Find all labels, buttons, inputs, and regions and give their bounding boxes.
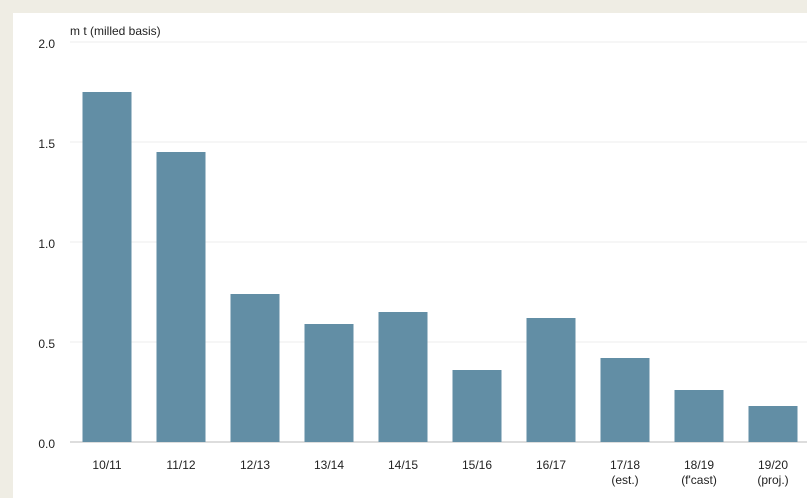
- x-tick-label: 17/18 (est.): [609, 458, 641, 487]
- y-tick-label: 0.0: [38, 437, 55, 451]
- bar: [748, 406, 798, 442]
- bar: [600, 358, 650, 442]
- bar: [304, 324, 354, 442]
- bar: [526, 318, 576, 442]
- y-tick-label: 1.5: [38, 137, 55, 151]
- x-tick-label: 14/15: [387, 458, 419, 472]
- x-tick-label: 18/19 (f'cast): [681, 458, 717, 487]
- x-tick-label: 10/11: [92, 458, 122, 472]
- bar: [230, 294, 280, 442]
- x-tick-label: 16/17: [535, 458, 567, 472]
- x-tick-label: 19/20 (proj.): [757, 458, 789, 487]
- bar: [452, 370, 502, 442]
- bar: [674, 390, 724, 442]
- y-tick-label: 1.0: [38, 237, 55, 251]
- x-tick-label: 11/12: [166, 458, 196, 472]
- y-axis-label: m t (milled basis): [70, 24, 161, 38]
- x-tick-label: 13/14: [313, 458, 345, 472]
- bar: [156, 152, 206, 442]
- bar: [378, 312, 428, 442]
- bar: [82, 92, 132, 442]
- y-tick-label: 2.0: [38, 37, 55, 51]
- y-tick-label: 0.5: [38, 337, 55, 351]
- x-tick-label: 12/13: [239, 458, 271, 472]
- x-tick-label: 15/16: [461, 458, 493, 472]
